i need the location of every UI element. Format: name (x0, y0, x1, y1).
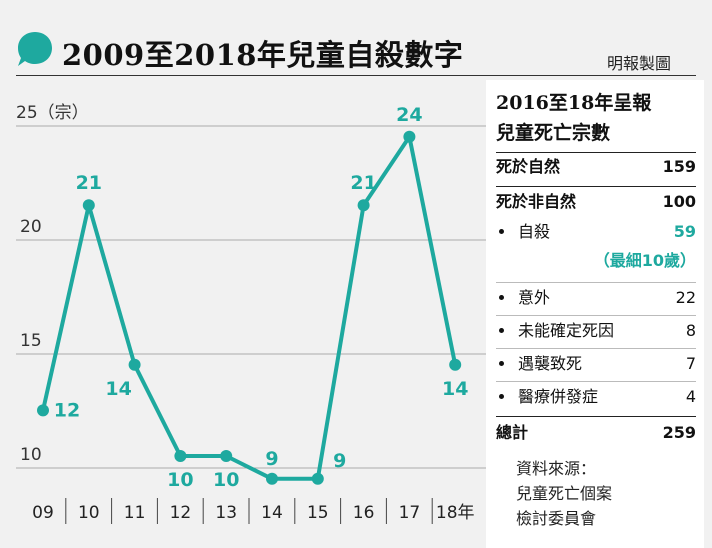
item-row: 意外 22 (496, 283, 696, 313)
data-label: 21 (76, 172, 102, 194)
item-value: 8 (685, 321, 696, 340)
item-label: 醫療併發症 (518, 387, 599, 406)
data-label: 14 (442, 378, 468, 400)
panel-title-line1: 2016至18年呈報 (496, 92, 652, 114)
data-point (82, 199, 95, 212)
data-point (449, 358, 462, 371)
data-label: 9 (333, 450, 346, 472)
credit-label: 明報製圖 (607, 54, 672, 73)
panel-title: 2016至18年呈報 兒童死亡宗數 (496, 88, 651, 148)
data-label: 12 (54, 399, 80, 421)
item-row: 遇襲致死 7 (496, 349, 696, 379)
panel-divider (496, 348, 696, 349)
unnatural-value: 100 (662, 192, 696, 211)
natural-value: 159 (662, 157, 696, 176)
chart-title: 2009至2018年兒童自殺數字 (62, 38, 464, 72)
data-point (128, 358, 141, 371)
bullet-icon (499, 295, 504, 300)
y-tick-label: 20 (20, 217, 42, 237)
panel-divider (496, 315, 696, 316)
y-tick-label: 10 (20, 445, 42, 465)
item-label: 遇襲致死 (518, 354, 583, 373)
line-chart: 25（宗） 20 15 10 09 10 11 12 13 14 15 16 17 18年 12 21 14 10… (16, 103, 486, 524)
data-label: 24 (396, 104, 422, 126)
data-point (37, 404, 49, 417)
data-point (357, 199, 370, 212)
panel-divider (496, 152, 696, 153)
data-point (266, 472, 278, 485)
source-line: 檢討委員會 (516, 509, 597, 528)
x-tick-label: 18年 (436, 503, 475, 523)
item-row: 未能確定死因 8 (496, 316, 696, 346)
total-value: 259 (662, 423, 696, 442)
x-tick-label: 11 (124, 503, 146, 523)
data-point (311, 472, 324, 485)
item-row-suicide: 自殺 59 (496, 217, 696, 247)
data-label: 10 (213, 469, 239, 491)
x-tick-label: 14 (261, 503, 283, 523)
x-tick-label: 16 (353, 503, 375, 523)
data-point (174, 450, 187, 462)
item-label: 自殺 (518, 222, 551, 241)
data-label: 14 (105, 378, 131, 400)
x-tick-label: 17 (399, 503, 421, 523)
data-point (220, 450, 233, 462)
source-line: 兒童死亡個案 (516, 484, 613, 503)
x-tick-label: 13 (215, 503, 237, 523)
item-value: 7 (685, 354, 696, 373)
x-tick-label: 12 (170, 503, 192, 523)
y-axis-unit-label: 25（宗） (16, 103, 89, 123)
panel-divider (496, 186, 696, 187)
x-tick-label: 10 (78, 503, 100, 523)
data-label: 10 (167, 469, 193, 491)
data-label: 21 (350, 172, 376, 194)
item-label: 意外 (518, 288, 551, 307)
series-line (41, 134, 458, 481)
item-label: 未能確定死因 (518, 321, 615, 340)
suicide-note: （最細10歲） (593, 251, 696, 270)
panel-divider (496, 416, 696, 417)
panel-divider (496, 282, 696, 283)
item-value: 59 (673, 222, 696, 241)
speech-bubble-icon (18, 32, 52, 66)
item-value: 4 (685, 387, 696, 406)
total-row: 總計 259 (496, 418, 696, 448)
bullet-icon (499, 229, 504, 234)
unnatural-row: 死於非自然 100 (496, 187, 696, 217)
source-line: 資料來源： (516, 459, 597, 478)
title-divider (16, 75, 696, 76)
item-row: 醫療併發症 4 (496, 382, 696, 412)
bullet-icon (499, 394, 504, 399)
bullet-icon (499, 328, 504, 333)
panel-title-line2: 兒童死亡宗數 (496, 122, 611, 144)
stats-panel: 2016至18年呈報 兒童死亡宗數 死於自然 159 死於非自然 100 自殺 … (486, 80, 704, 548)
natural-label: 死於自然 (496, 157, 561, 176)
data-point (403, 130, 416, 143)
total-label: 總計 (496, 423, 529, 442)
y-tick-label: 15 (20, 331, 42, 351)
item-value: 22 (675, 288, 696, 307)
natural-row: 死於自然 159 (496, 152, 696, 182)
panel-divider (496, 381, 696, 382)
x-tick-label: 15 (307, 503, 329, 523)
unnatural-label: 死於非自然 (496, 192, 577, 211)
bullet-icon (499, 361, 504, 366)
x-tick-label: 09 (32, 503, 54, 523)
data-source: 資料來源： 兒童死亡個案 檢討委員會 (516, 456, 612, 531)
data-label: 9 (265, 448, 278, 470)
